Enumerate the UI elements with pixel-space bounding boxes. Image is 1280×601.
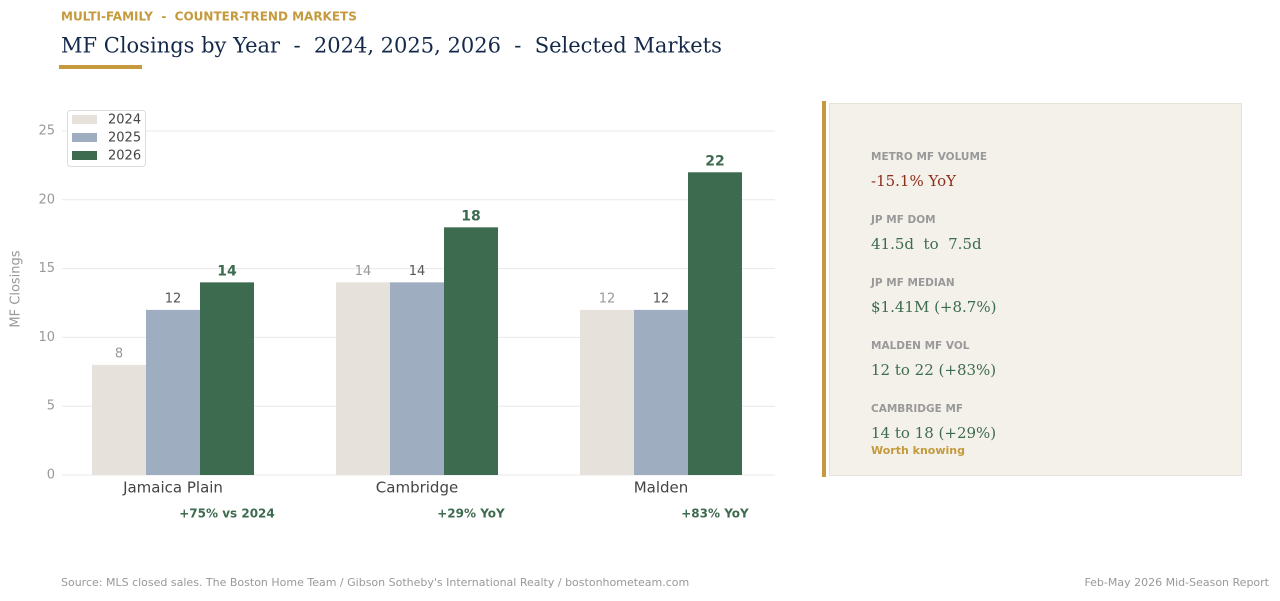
y-tick-label: 5 bbox=[47, 399, 55, 414]
panel-value: -15.1% YoY bbox=[871, 172, 957, 190]
panel-label: MALDEN MF VOL bbox=[871, 340, 970, 352]
bar bbox=[634, 309, 688, 475]
panel-label: METRO MF VOLUME bbox=[871, 151, 987, 163]
panel-note: Worth knowing bbox=[871, 444, 965, 457]
value-label: 14 bbox=[409, 264, 426, 279]
annotation: +83% YoY bbox=[681, 507, 749, 521]
footer-source: Source: MLS closed sales. The Boston Hom… bbox=[61, 576, 689, 589]
x-tick-label: Cambridge bbox=[376, 479, 458, 497]
panel-value: 14 to 18 (+29%) bbox=[871, 424, 996, 442]
y-tick-label: 0 bbox=[47, 468, 55, 483]
bar bbox=[200, 282, 254, 475]
panel-label: JP MF DOM bbox=[870, 214, 936, 226]
value-label: 14 bbox=[217, 263, 237, 279]
panel-label: JP MF MEDIAN bbox=[870, 277, 955, 289]
bar bbox=[92, 364, 146, 475]
panel-value: 41.5d to 7.5d bbox=[871, 235, 982, 253]
value-label: 12 bbox=[165, 291, 182, 306]
chart-title: MF Closings by Year - 2024, 2025, 2026 -… bbox=[61, 34, 722, 58]
panel-value: $1.41M (+8.7%) bbox=[871, 298, 996, 316]
legend-label: 2024 bbox=[108, 113, 141, 128]
title-underline bbox=[59, 65, 142, 69]
bar bbox=[336, 282, 390, 475]
y-tick-label: 20 bbox=[38, 192, 55, 207]
x-tick-label: Jamaica Plain bbox=[122, 479, 223, 497]
annotation: +29% YoY bbox=[437, 507, 505, 521]
legend-swatch bbox=[72, 115, 97, 124]
bar bbox=[580, 309, 634, 475]
panel-accent bbox=[822, 101, 826, 477]
x-tick-label: Malden bbox=[634, 479, 689, 497]
bar bbox=[146, 309, 200, 475]
footer-report: Feb-May 2026 Mid-Season Report bbox=[1084, 576, 1269, 589]
legend-swatch bbox=[72, 151, 97, 160]
legend-label: 2026 bbox=[108, 149, 141, 164]
value-label: 12 bbox=[599, 291, 616, 306]
panel-label: CAMBRIDGE MF bbox=[871, 403, 963, 415]
kicker: MULTI-FAMILY - COUNTER-TREND MARKETS bbox=[61, 10, 357, 24]
value-label: 22 bbox=[705, 153, 724, 169]
y-tick-label: 25 bbox=[38, 124, 55, 139]
bar bbox=[444, 227, 498, 475]
bar bbox=[390, 282, 444, 475]
y-tick-label: 10 bbox=[38, 330, 55, 345]
legend-label: 2025 bbox=[108, 131, 141, 146]
value-label: 14 bbox=[355, 264, 372, 279]
y-tick-label: 15 bbox=[38, 261, 55, 276]
panel-value: 12 to 22 (+83%) bbox=[871, 361, 996, 379]
value-label: 8 bbox=[115, 346, 123, 361]
panel bbox=[829, 103, 1242, 476]
legend-swatch bbox=[72, 133, 97, 142]
value-label: 12 bbox=[653, 291, 670, 306]
y-axis-label: MF Closings bbox=[9, 250, 24, 327]
bar bbox=[688, 172, 742, 475]
annotation: +75% vs 2024 bbox=[179, 507, 275, 521]
value-label: 18 bbox=[461, 208, 480, 224]
